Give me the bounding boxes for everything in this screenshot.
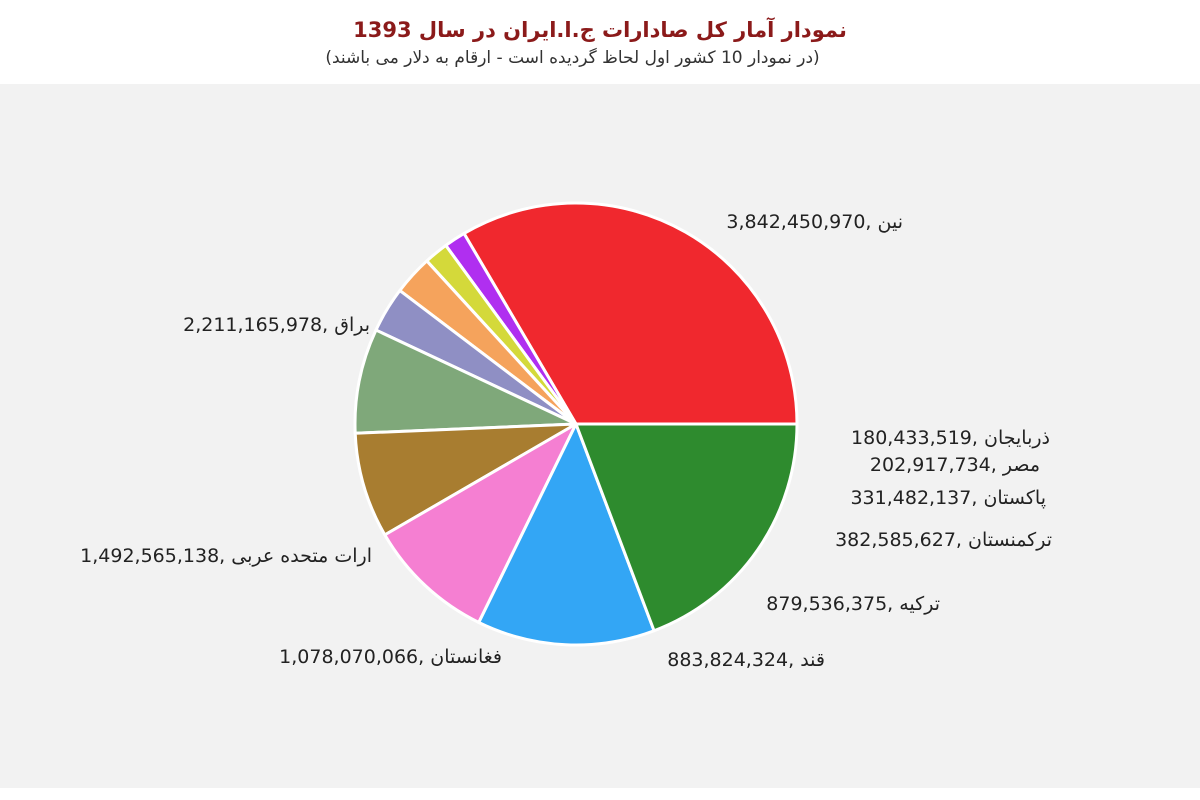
- slice-label: 883,824,324, قند: [667, 649, 825, 671]
- pie-slice: [383, 422, 578, 624]
- pie-labels: 3,842,450,970, نین 180,433,519, ذربایجان 2…: [80, 211, 1052, 671]
- slice-label: 202,917,734, مصر: [870, 454, 1040, 476]
- slice-label: 2,211,165,978, براق: [183, 314, 370, 336]
- slice-label: 1,492,565,138, ارات متحده عربی: [80, 545, 372, 567]
- slice-label: 382,585,627, ترکمنستان: [835, 529, 1052, 551]
- pie-slice: [477, 422, 656, 647]
- slice-label: 180,433,519, ذربایجان: [851, 427, 1050, 449]
- chart-title: نمودار آمار کل صادارات ج.ا.ایران در سال …: [353, 18, 847, 42]
- chart-subtitle: (در نمودار 10 کشور اول لحاظ گردیده است -…: [325, 48, 820, 68]
- pie-slices: [353, 201, 799, 647]
- slice-label: 879,536,375, ترکیه: [766, 593, 940, 615]
- pie-slice: [353, 328, 578, 435]
- pie-slice: [462, 201, 799, 426]
- pie-slice: [574, 422, 799, 633]
- slice-label: 331,482,137, پاکستان: [850, 487, 1046, 509]
- pie-slice: [353, 422, 578, 537]
- slice-label: 3,842,450,970, نین: [726, 211, 903, 233]
- slice-label: 1,078,070,066, فغانستان: [279, 646, 502, 668]
